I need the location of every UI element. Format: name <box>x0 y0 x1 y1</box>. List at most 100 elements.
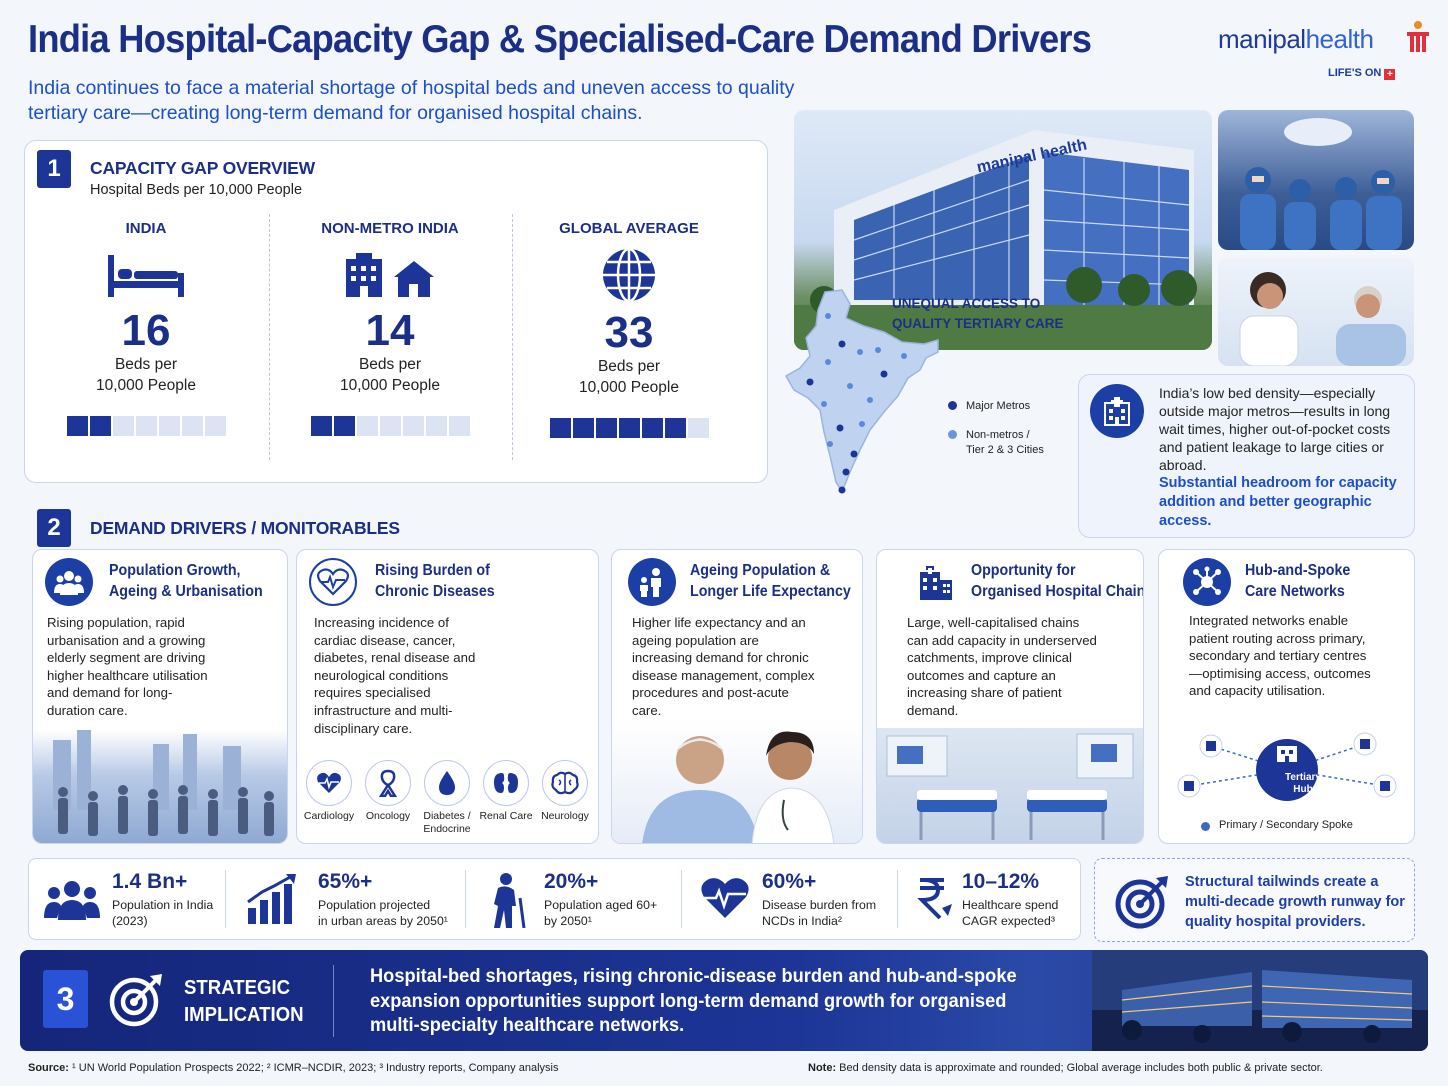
card-title-line2: Organised Hospital Chains <box>971 583 1144 600</box>
doctor-elderly-patient-photo <box>612 720 862 843</box>
access-box-highlight: Substantial headroom for capacity additi… <box>1159 475 1397 529</box>
spoke-legend: Primary / Secondary Spoke <box>1219 819 1353 831</box>
disease-label: Renal Care <box>479 810 533 822</box>
heartbeat-icon <box>701 878 749 918</box>
stat-label-line2: in urban areas by 2050¹ <box>318 914 448 928</box>
stat-divider <box>681 870 682 928</box>
bed-column-india: INDIA 16 Beds per 10,000 People <box>46 220 246 436</box>
hospital-ward-photo <box>877 728 1143 843</box>
stat-divider <box>897 870 898 928</box>
stat-divider <box>225 870 226 928</box>
capacity-gap-heading: CAPACITY GAP OVERVIEW <box>90 158 315 178</box>
bar-segment <box>204 416 226 436</box>
strategic-implication-banner <box>20 950 1428 1051</box>
legend-nonmetro-line2: Tier 2 & 3 Cities <box>966 444 1044 456</box>
bar-segment <box>112 416 134 436</box>
capacity-gap-subheading: Hospital Beds per 10,000 People <box>90 182 303 198</box>
bed-column-non-metro: NON-METRO INDIA 14 Beds per 10,000 Peopl… <box>290 220 490 436</box>
stat-value: 10–12% <box>962 870 1040 893</box>
driver-card-organised-chains: Opportunity for Organised Hospital Chains… <box>876 549 1144 844</box>
access-box-text: India’s low bed density—especially outsi… <box>1159 385 1391 473</box>
surgery-team-photo <box>1218 110 1414 250</box>
logo-word-manipal: manipal <box>1218 24 1306 54</box>
bar-segment <box>572 418 594 438</box>
card-title-line2: Longer Life Expectancy <box>690 583 851 600</box>
bar-segment <box>89 416 111 436</box>
stat-label-line2: by 2050¹ <box>544 914 592 928</box>
card-text: Increasing incidence of cardiac disease,… <box>314 615 476 736</box>
elderly-family-icon <box>628 558 676 606</box>
legend-dot-major <box>948 401 957 410</box>
legend-nonmetro-line1: Non-metros / <box>966 429 1030 441</box>
renal-item: Renal Care <box>476 760 536 823</box>
demand-drivers-heading: DEMAND DRIVERS / MONITORABLES <box>90 518 400 538</box>
kidney-icon <box>483 760 529 806</box>
hospital-building-icon <box>910 558 958 606</box>
card-text: Rising population, rapid urbanisation an… <box>47 615 208 718</box>
card-title-line1: Hub-and-Spoke <box>1245 562 1351 579</box>
stat-aged: 20%+ Population aged 60+ by 2050¹ <box>480 862 676 942</box>
bar-segment <box>158 416 180 436</box>
card-title-line1: Rising Burden of <box>375 562 490 579</box>
stat-population: 1.4 Bn+ Population in India (2023) <box>40 862 220 942</box>
bar-segment <box>664 418 686 438</box>
stat-value: 60%+ <box>762 870 817 893</box>
column-divider <box>512 214 513 460</box>
india-map <box>780 286 970 500</box>
page-subtitle: India continues to face a material short… <box>28 77 795 124</box>
disease-sublabel: Endocrine <box>423 823 471 835</box>
legend-major-metros: Major Metros <box>966 400 1031 412</box>
section-number-2: 2 <box>37 509 71 547</box>
stat-value: 1.4 Bn+ <box>112 870 188 893</box>
stat-healthcare-spend: 10–12% Healthcare spend CAGR expected³ <box>910 862 1078 942</box>
card-text: Higher life expectancy and an ageing pop… <box>632 615 815 718</box>
card-title-line2: Chronic Diseases <box>375 583 495 600</box>
strategic-label-line1: STRATEGIC <box>184 977 291 999</box>
tailwind-text: Structural tailwinds create a multi-deca… <box>1185 874 1405 930</box>
bar-segment <box>310 416 332 436</box>
population-icon <box>44 881 100 920</box>
stat-divider <box>465 870 466 928</box>
manipal-health-logo: manipalhealth LIFE'S ON + <box>1190 20 1430 84</box>
driver-card-hub-spoke: Hub-and-Spoke Care Networks Integrated ne… <box>1158 549 1415 844</box>
ribbon-icon <box>365 760 411 806</box>
driver-card-chronic-diseases: Rising Burden of Chronic Diseases Increas… <box>296 549 599 844</box>
bed-column-global: GLOBAL AVERAGE 33 Beds per 10,000 People <box>529 220 729 438</box>
diabetes-item: Diabetes / Endocrine <box>417 760 477 836</box>
bed-unit-line2: 10,000 People <box>96 377 196 394</box>
stat-label-line1: Population aged 60+ <box>544 898 658 912</box>
card-title-line1: Ageing Population & <box>690 562 831 579</box>
driver-card-ageing: Ageing Population & Longer Life Expectanc… <box>611 549 863 844</box>
target-arrow-icon <box>109 974 162 1027</box>
column-label: INDIA <box>125 220 167 237</box>
disease-label: Diabetes / <box>423 810 471 822</box>
map-heading-line2: QUALITY TERTIARY CARE <box>892 316 1064 331</box>
disease-label: Neurology <box>541 810 589 822</box>
bed-unit-line2: 10,000 People <box>579 379 679 396</box>
bed-count-value: 33 <box>604 308 654 357</box>
bar-segment <box>618 418 640 438</box>
stat-label-line1: Disease burden from <box>762 898 877 912</box>
heart-icon <box>306 760 352 806</box>
section-number-3: 3 <box>43 970 88 1028</box>
stat-label-line2: (2023) <box>112 914 148 928</box>
disease-label: Oncology <box>365 810 411 822</box>
rupee-growth-icon <box>917 878 952 920</box>
stat-label-line2: CAGR expected³ <box>962 914 1055 928</box>
growth-chart-icon <box>247 874 296 924</box>
hub-label-line1: Tertiary <box>1285 772 1321 783</box>
target-icon <box>1115 876 1168 929</box>
bar-segment <box>356 416 378 436</box>
card-title-line2: Care Networks <box>1245 583 1345 600</box>
card-text: Large, well-capitalised chains can add c… <box>907 615 1097 718</box>
stat-value: 65%+ <box>318 870 373 893</box>
stat-value: 20%+ <box>544 870 599 893</box>
bar-segment <box>66 416 88 436</box>
logo-tagline: LIFE'S ON <box>1328 67 1382 79</box>
people-group-icon <box>45 558 93 606</box>
bar-segment <box>333 416 355 436</box>
network-hub-icon <box>1183 558 1231 606</box>
crowd-city-photo <box>33 730 287 843</box>
city-buildings-icon <box>346 253 434 297</box>
tailwind-box <box>1094 858 1415 942</box>
